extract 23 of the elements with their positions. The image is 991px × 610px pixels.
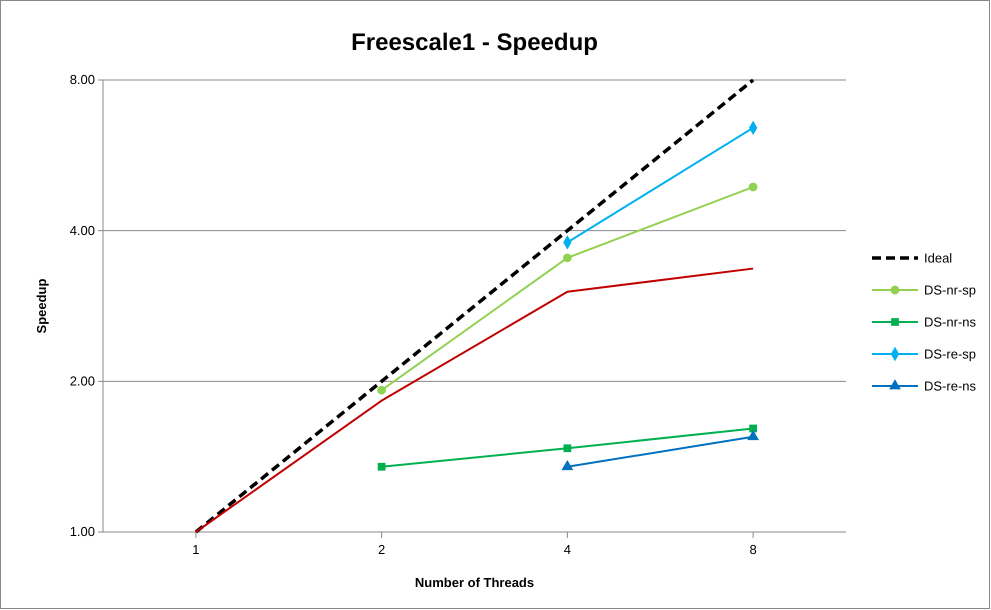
chart-title: Freescale1 - Speedup [351, 29, 598, 56]
y-tick-label: 4.00 [70, 222, 95, 238]
point [748, 182, 758, 192]
x-axis-title: Number of Threads [414, 575, 534, 590]
point [564, 444, 572, 452]
line-series [194, 78, 755, 534]
y-axis-title: Speedup [34, 278, 49, 334]
legend-label: DS-nr-sp [924, 282, 976, 298]
legend-label: Ideal [924, 250, 952, 266]
x-tick-label: 4 [564, 542, 571, 557]
y-tick-label: 2.00 [70, 373, 95, 388]
x-tick-label: 2 [378, 542, 386, 557]
legend-label: DS-re-sp [924, 346, 976, 362]
point [563, 253, 572, 262]
line-series [194, 268, 754, 533]
y-tick-label: 8.00 [70, 72, 95, 88]
point [378, 462, 386, 471]
legend-label: DS-re-ns [924, 378, 977, 394]
y-tick-label: 1.00 [70, 524, 95, 540]
point [377, 386, 386, 395]
x-tick-label: 1 [192, 542, 200, 557]
x-tick-label: 8 [750, 542, 757, 557]
legend-label: DS-nr-ns [924, 314, 977, 330]
